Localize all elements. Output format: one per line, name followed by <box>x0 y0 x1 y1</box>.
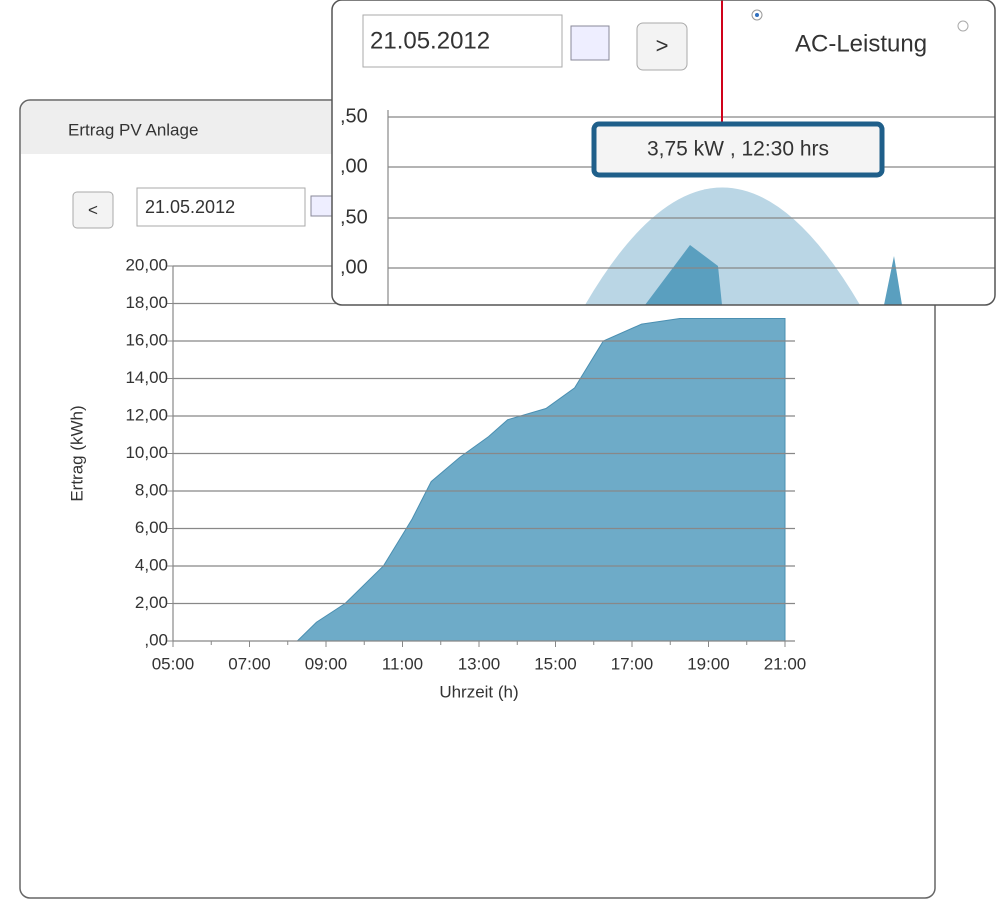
x-tick-label: 19:00 <box>687 654 730 673</box>
y-tick-label: 12,00 <box>125 405 168 424</box>
zoom-area-dark <box>645 245 902 305</box>
tooltip <box>591 121 885 178</box>
zoom-border <box>331 0 996 306</box>
x-tick-label: 07:00 <box>228 654 271 673</box>
radio[interactable] <box>957 20 969 32</box>
x-tick-label: 17:00 <box>611 654 654 673</box>
next-button-label: > <box>656 33 669 58</box>
y-tick-label: 16,00 <box>125 330 168 349</box>
x-tick-label: 15:00 <box>534 654 577 673</box>
panel-title: Ertrag PV Anlage <box>68 120 198 139</box>
x-tick-label: 09:00 <box>305 654 348 673</box>
zoom-inset: ,50 ,00 ,50 ,00 3,75 kW , 12:30 hrs 21.0… <box>332 0 995 305</box>
y-tick-label: 8,00 <box>135 480 168 499</box>
x-tick-label: 05:00 <box>152 654 195 673</box>
calendar-icon[interactable] <box>310 195 334 217</box>
zoom-date-input[interactable] <box>362 14 563 68</box>
prev-button-label: < <box>88 200 98 219</box>
zoom-tick: ,50 <box>340 105 368 127</box>
y-tick-label: 14,00 <box>125 368 168 387</box>
date-text: 21.05.2012 <box>145 197 235 217</box>
y-tick-label: 18,00 <box>125 293 168 312</box>
zoom-date-text: 21.05.2012 <box>370 27 490 54</box>
date-input[interactable] <box>136 187 306 227</box>
x-axis-label: Uhrzeit (h) <box>439 682 518 701</box>
radio-label: AC-Leistung <box>795 30 927 57</box>
x-tick-label: 11:00 <box>382 654 423 673</box>
zoom-tick: ,00 <box>340 155 368 177</box>
y-tick-label: 10,00 <box>125 443 168 462</box>
x-tick-label: 13:00 <box>458 654 501 673</box>
next-button[interactable] <box>636 22 688 71</box>
zoom-area-light <box>585 187 860 305</box>
zoom-calendar-icon[interactable] <box>570 25 610 61</box>
y-tick-label: 2,00 <box>135 593 168 612</box>
x-tick-label: 21:00 <box>764 654 807 673</box>
chart: ,00 2,00 4,00 6,00 8,00 10,00 12,00 14,00 16,00 1… <box>67 255 806 701</box>
y-tick-label: 4,00 <box>135 555 168 574</box>
y-tick-label: 6,00 <box>135 518 168 537</box>
tooltip-text: 3,75 kW , 12:30 hrs <box>647 138 829 161</box>
y-tick-label: ,00 <box>144 630 168 649</box>
y-tick-label: 20,00 <box>125 255 168 274</box>
y-axis-label: Ertrag (kWh) <box>67 405 86 501</box>
zoom-tick: ,00 <box>340 256 368 278</box>
radio-dot <box>755 13 759 17</box>
area <box>173 318 786 642</box>
zoom-tick: ,50 <box>340 206 368 228</box>
prev-button[interactable] <box>72 191 114 229</box>
